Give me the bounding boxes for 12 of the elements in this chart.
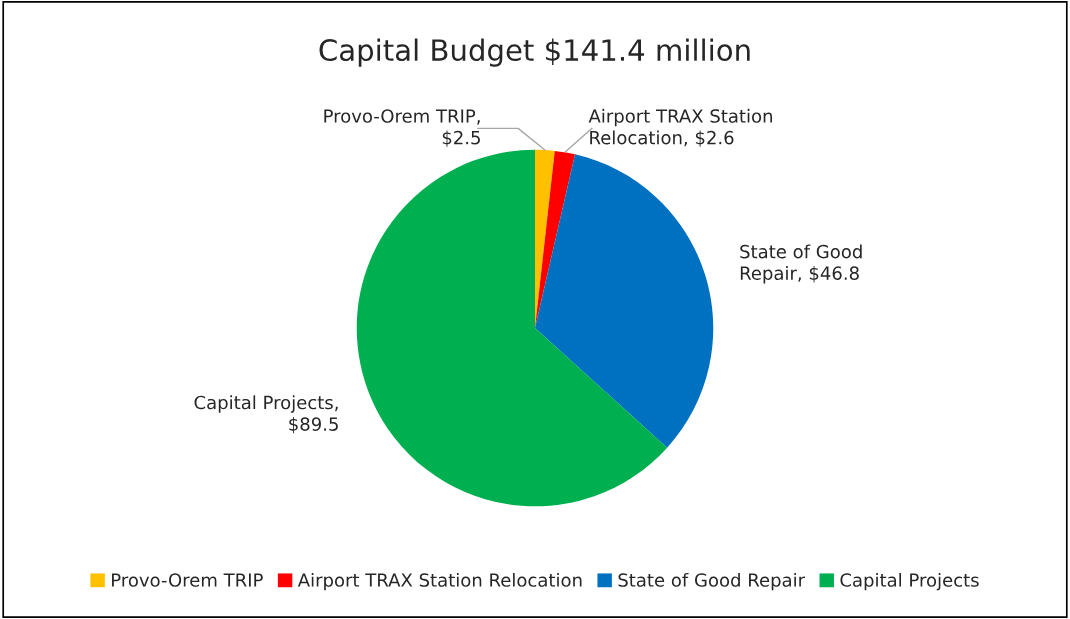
- legend-label: Capital Projects: [840, 572, 979, 591]
- pie-slice: [356, 149, 668, 507]
- data-label: Capital Projects, $89.5: [194, 395, 338, 434]
- pie-slice: [535, 150, 576, 329]
- legend-label: Airport TRAX Station Relocation: [297, 572, 582, 591]
- chart-title: Capital Budget $141.4 million: [319, 38, 750, 67]
- legend-label: Provo-Orem TRIP: [112, 573, 263, 587]
- pie-slice: [535, 154, 714, 448]
- data-label: State of Good Repair, $46.8: [740, 244, 862, 284]
- legend-label: State of Good Repair: [618, 572, 806, 591]
- data-label: Airport TRAX Station Relocation, $2.6: [588, 108, 772, 147]
- data-label: Provo-Orem TRIP, $2.5: [324, 109, 480, 147]
